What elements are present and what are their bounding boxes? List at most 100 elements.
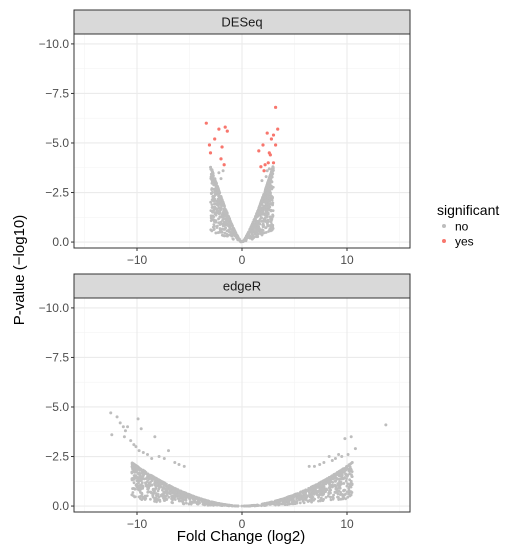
point-yes [217,127,221,131]
point-no [265,169,269,173]
point-no [218,228,222,232]
point-no [123,429,127,433]
point-no [341,495,345,499]
point-no [272,502,276,506]
point-no [220,230,224,234]
point-no [194,500,198,504]
point-no [162,486,166,490]
point-no [218,215,222,219]
point-no [130,462,134,465]
point-no [229,221,233,225]
point-no [337,470,341,473]
point-no [308,495,312,499]
point-no [231,237,235,241]
point-no [332,476,335,480]
point-no [136,417,140,421]
point-no [244,504,248,508]
point-no [339,477,343,481]
point-no [266,181,270,185]
point-no [288,498,291,502]
point-no [266,205,269,209]
point-no [131,491,135,494]
point-no [259,228,262,232]
point-no [261,229,265,232]
point-no [264,208,268,212]
point-no [214,213,218,217]
point-no [240,504,244,508]
point-no [217,171,221,175]
point-no [147,483,151,487]
point-no [332,493,336,497]
point-no [305,496,309,499]
point-no [138,475,142,479]
point-no [348,478,351,482]
point-no [292,495,296,499]
point-no [278,498,282,502]
point-no [270,169,274,173]
point-no [313,497,317,501]
point-no [126,425,130,429]
point-no [155,500,158,504]
point-no [324,487,328,491]
point-no [148,475,152,479]
point-no [219,194,223,198]
point-no [266,211,270,215]
point-no [170,497,174,501]
point-no [247,230,251,234]
point-no [269,184,273,188]
point-no [110,433,114,437]
point-no [211,180,215,184]
point-no [218,197,222,201]
point-no [157,487,161,491]
point-no [209,219,213,223]
x-tick-label: 0 [239,517,246,531]
point-no [143,494,147,498]
point-yes [274,143,278,147]
point-no [350,460,354,464]
point-no [216,202,220,206]
point-no [333,457,337,460]
point-no [178,495,182,498]
point-yes [262,169,266,173]
point-no [153,435,157,439]
point-no [262,204,265,208]
point-no [307,464,311,468]
point-no [254,229,258,233]
point-no [210,172,214,176]
point-no [312,485,316,489]
point-no [300,497,304,501]
point-no [133,465,136,469]
point-no [194,495,198,499]
point-no [285,496,289,499]
point-no [176,488,180,492]
point-no [304,498,308,502]
point-no [132,481,136,485]
point-no [251,504,255,507]
point-no [258,207,262,210]
y-tick-label: 0.0 [52,235,69,249]
point-no [222,220,226,224]
point-no [322,489,326,493]
point-no [270,186,273,190]
y-tick-label: −2.5 [45,450,69,464]
point-no [211,195,215,199]
point-no [347,489,351,492]
point-no [231,230,235,234]
point-no [264,211,268,215]
point-no [300,490,304,494]
point-no [349,435,353,439]
point-no [334,473,338,477]
point-no [138,471,141,475]
point-no [344,473,348,477]
point-no [162,457,166,460]
point-no [216,189,220,193]
point-no [210,168,214,172]
x-tick-label: −10 [127,253,148,267]
point-no [269,220,273,224]
point-no [140,481,144,485]
point-no [268,199,272,203]
point-no [130,465,134,469]
point-no [246,234,250,237]
